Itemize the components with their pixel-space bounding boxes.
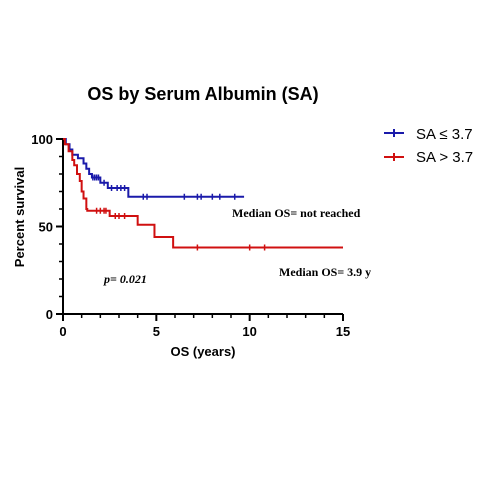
x-tick-label: 10 [242,324,256,339]
legend: SA ≤ 3.7 SA > 3.7 [384,126,473,166]
p-value-label: p= 0.021 [103,272,147,286]
x-axis-label: OS (years) [170,344,235,359]
x-tick-label: 5 [153,324,160,339]
median-os-sa-low: Median OS= not reached [232,206,361,220]
y-tick-label: 50 [39,220,53,235]
series-0-step-line [63,138,245,198]
survival-curves [63,138,343,251]
legend-label-sa-high: SA > 3.7 [416,149,473,166]
legend-item-sa-low: SA ≤ 3.7 [384,126,473,143]
y-tick-label: 100 [31,132,53,147]
y-tick-label: 0 [46,307,53,322]
median-os-sa-high: Median OS= 3.9 y [279,265,371,279]
y-axis-label: Percent survival [12,167,27,267]
axis-ticks: 0 5 10 15 0 50 100 [31,132,350,339]
series-1-step-line [63,138,343,249]
legend-item-sa-high: SA > 3.7 [384,149,473,166]
x-tick-label: 15 [336,324,350,339]
x-tick-label: 0 [59,324,66,339]
chart-title: OS by Serum Albumin (SA) [87,84,318,104]
axes [62,139,343,315]
legend-label-sa-low: SA ≤ 3.7 [416,126,473,143]
